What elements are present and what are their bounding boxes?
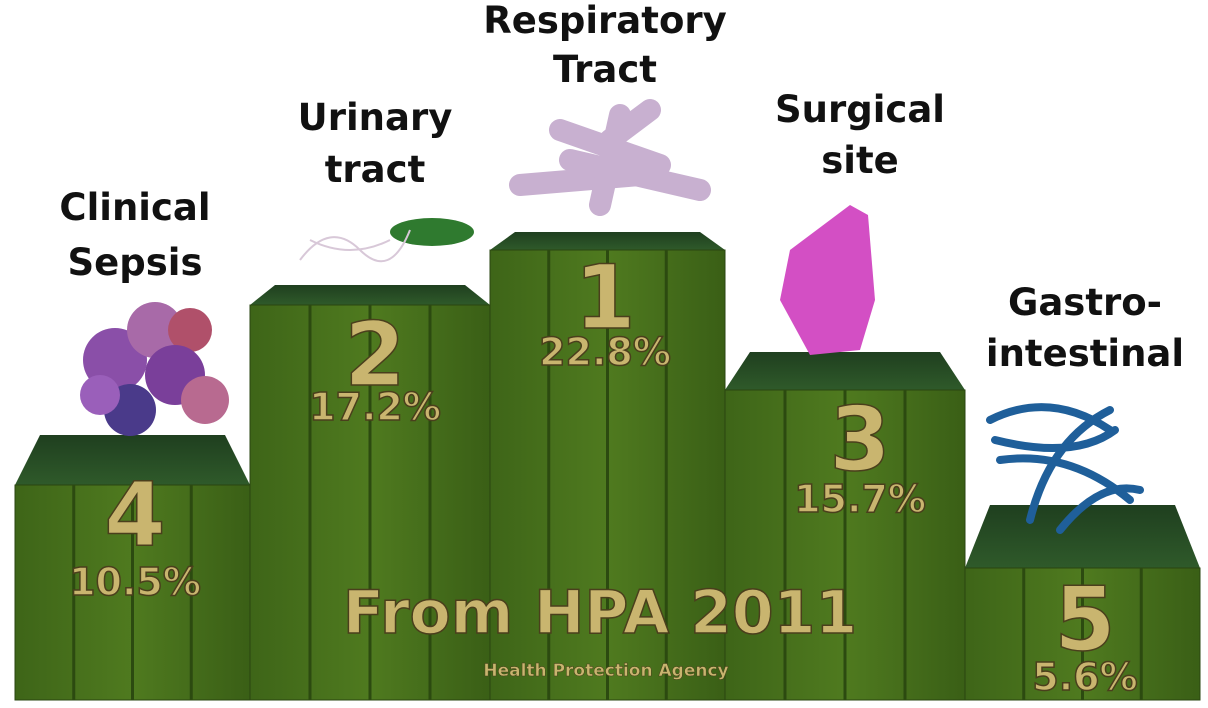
- urinary-bacterium: [300, 218, 474, 261]
- category-label: Urinary: [298, 96, 453, 139]
- rank-number: 3: [829, 388, 890, 491]
- category-label: site: [821, 139, 899, 182]
- category-label: Tract: [553, 48, 657, 91]
- category-label: Clinical: [59, 186, 210, 229]
- category-label: Sepsis: [68, 241, 203, 284]
- source-subtitle: Health Protection Agency: [483, 661, 728, 681]
- category-label: Surgical: [775, 88, 945, 131]
- category-label: tract: [325, 148, 426, 191]
- step-top: [965, 505, 1200, 568]
- step-top: [250, 285, 490, 305]
- surgical-site: [780, 205, 875, 355]
- sepsis-cluster: [80, 302, 229, 436]
- percent-label: 15.7%: [794, 477, 926, 521]
- percent-label: 17.2%: [309, 385, 441, 429]
- source-title: From HPA 2011: [343, 578, 857, 648]
- podium-infographic: From HPA 2011 Health Protection Agency C…: [0, 0, 1208, 708]
- percent-label: 5.6%: [1032, 655, 1137, 699]
- category-label: Gastro-: [1008, 281, 1162, 324]
- percent-label: 22.8%: [539, 330, 671, 374]
- percent-label: 10.5%: [69, 560, 201, 604]
- respiratory-bacteria: [520, 110, 700, 205]
- category-label: Respiratory: [483, 0, 726, 42]
- category-label: intestinal: [986, 332, 1184, 375]
- step-top: [725, 352, 965, 390]
- rank-number: 4: [104, 463, 165, 566]
